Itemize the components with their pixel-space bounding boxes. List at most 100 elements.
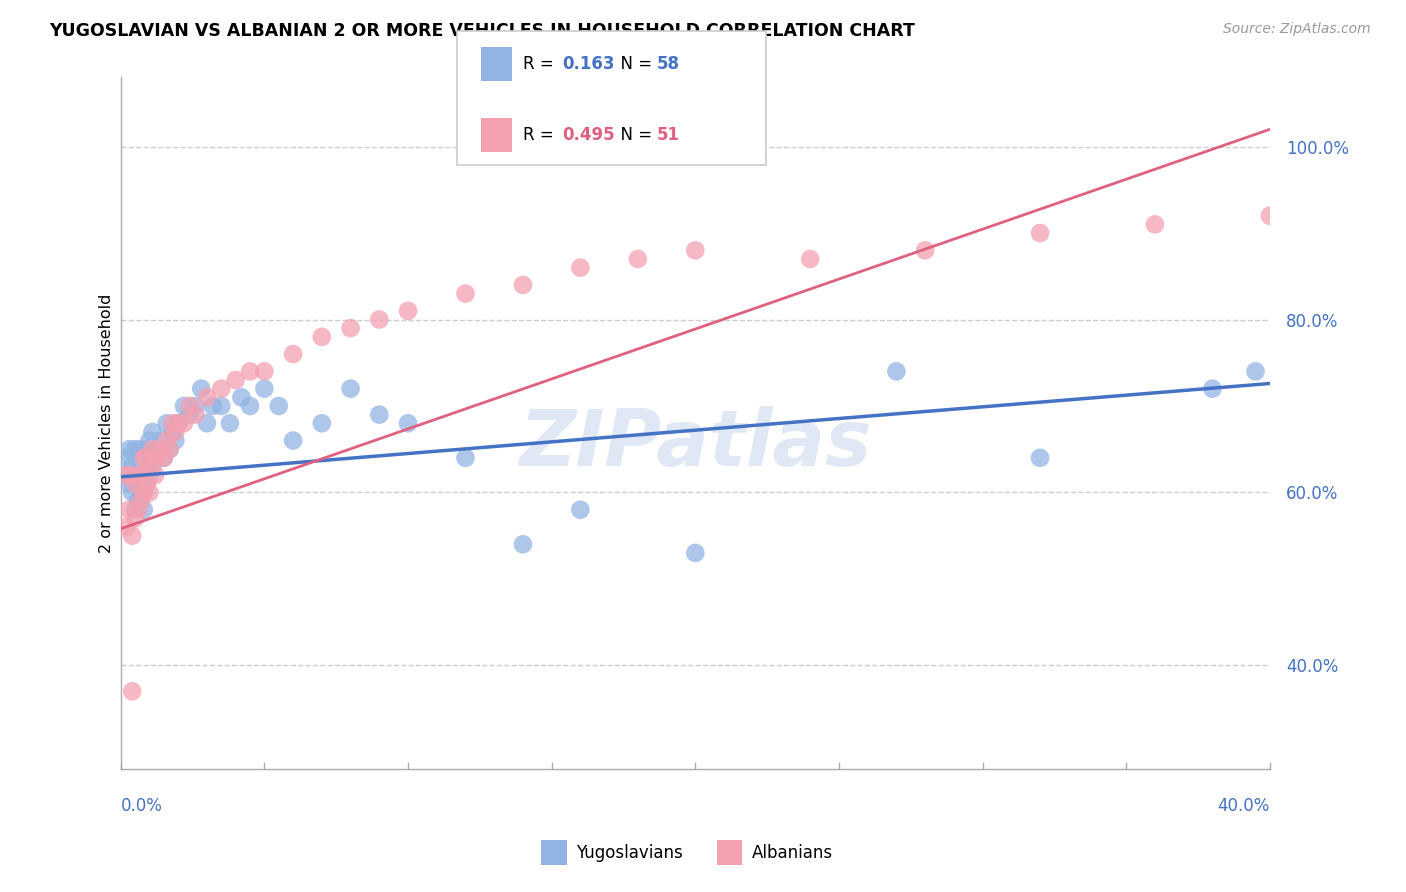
Point [118,442,141,457]
Text: Source: ZipAtlas.com: Source: ZipAtlas.com [1223,22,1371,37]
Point [127,468,149,483]
Point [138,468,160,483]
Point [159,442,181,457]
Point [141,442,163,457]
Point [127,494,149,508]
Point [267,399,290,413]
Point [167,417,190,431]
Point [121,485,143,500]
Point [1029,450,1052,465]
Text: R =: R = [523,55,560,73]
Text: R =: R = [523,126,560,144]
Point [173,417,195,431]
Text: 58: 58 [657,55,679,73]
Point [886,364,908,378]
Point [209,382,232,396]
Point [129,468,152,483]
Point [127,502,149,516]
Point [1029,226,1052,240]
Point [253,364,276,378]
Point [141,425,163,439]
Point [368,312,391,326]
Text: YUGOSLAVIAN VS ALBANIAN 2 OR MORE VEHICLES IN HOUSEHOLD CORRELATION CHART: YUGOSLAVIAN VS ALBANIAN 2 OR MORE VEHICL… [49,22,915,40]
Point [512,537,534,551]
Point [914,244,936,258]
Point [135,450,157,465]
Point [124,442,146,457]
Point [184,408,207,422]
Point [124,468,146,483]
Point [118,468,141,483]
Point [627,252,650,266]
Point [153,450,176,465]
Point [1258,209,1281,223]
Point [167,417,190,431]
Point [219,417,242,431]
Point [162,425,184,439]
Text: 51: 51 [657,126,679,144]
Point [195,390,218,404]
Text: 0.0%: 0.0% [121,797,163,814]
Point [132,485,155,500]
Point [132,450,155,465]
Point [129,494,152,508]
Point [454,286,477,301]
Text: 40.0%: 40.0% [1218,797,1270,814]
Point [799,252,821,266]
Point [135,476,157,491]
Point [339,382,361,396]
Point [396,304,419,318]
Point [141,459,163,474]
Text: N =: N = [610,55,658,73]
Point [118,502,141,516]
Point [201,399,224,413]
Point [132,485,155,500]
Point [135,442,157,457]
Point [149,434,172,448]
Point [1201,382,1223,396]
Point [165,425,187,439]
Text: N =: N = [610,126,658,144]
Point [115,450,138,465]
Point [124,476,146,491]
Point [121,684,143,698]
Point [127,476,149,491]
Point [124,511,146,525]
Point [685,546,707,560]
Point [146,450,169,465]
Point [156,417,179,431]
Point [162,417,184,431]
Point [396,417,419,431]
Point [121,459,143,474]
Point [512,277,534,292]
Point [281,434,304,448]
Point [368,408,391,422]
Point [143,450,166,465]
Point [159,442,181,457]
Point [454,450,477,465]
Point [239,399,262,413]
Point [138,459,160,474]
Point [1244,364,1267,378]
Point [195,417,218,431]
Point [179,408,201,422]
Point [143,468,166,483]
Point [153,450,176,465]
Point [115,468,138,483]
Point [129,485,152,500]
Point [184,399,207,413]
Point [165,434,187,448]
Point [1143,218,1166,232]
Point [132,502,155,516]
Point [311,330,333,344]
Point [121,529,143,543]
Point [135,476,157,491]
Point [253,382,276,396]
Point [129,442,152,457]
Point [115,468,138,483]
Text: ZIPatlas: ZIPatlas [519,406,872,482]
Text: Yugoslavians: Yugoslavians [576,844,683,862]
Point [281,347,304,361]
Point [118,476,141,491]
Point [156,434,179,448]
